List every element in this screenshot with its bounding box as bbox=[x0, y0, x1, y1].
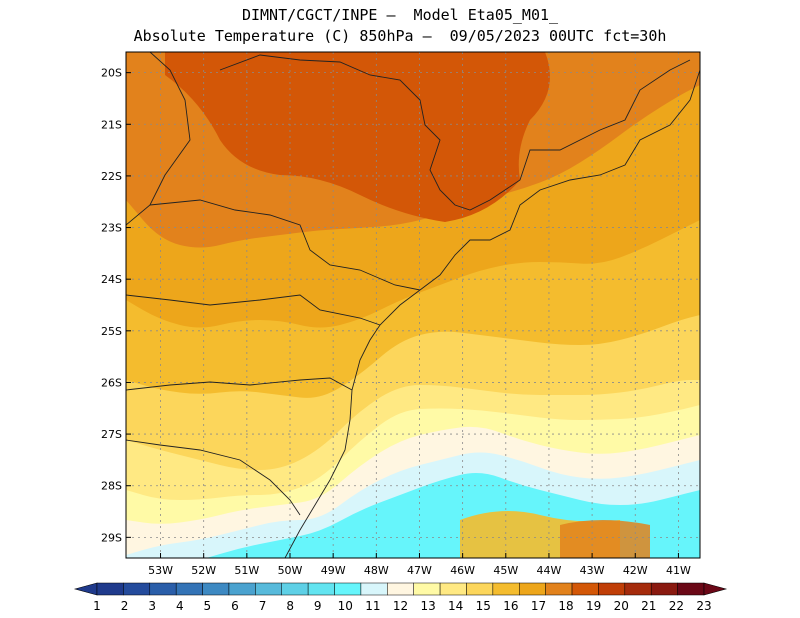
lon-tick-label: 46W bbox=[450, 564, 475, 577]
colorbar-cell bbox=[307, 582, 335, 596]
colorbar-cell bbox=[281, 582, 309, 596]
colorbar-cell bbox=[492, 582, 520, 596]
axis-ticks: 20S 21S 22S 23S 24S 25S 26S 27S 28S 29S 53W 52W 51W 5… bbox=[101, 67, 691, 577]
lon-tick-label: 43W bbox=[580, 564, 605, 577]
lat-tick-label: 27S bbox=[101, 428, 122, 441]
lon-tick-label: 41W bbox=[666, 564, 691, 577]
colorbar-label: 3 bbox=[148, 599, 156, 613]
colorbar-cell bbox=[519, 582, 546, 596]
colorbar-label: 19 bbox=[586, 599, 601, 613]
colorbar-label: 8 bbox=[286, 599, 294, 613]
colorbar-label: 15 bbox=[476, 599, 491, 613]
lat-tick-label: 26S bbox=[101, 376, 122, 389]
colorbar-cell bbox=[466, 582, 494, 596]
colorbar-cell bbox=[123, 582, 151, 596]
colorbar-label: 21 bbox=[641, 599, 656, 613]
colorbar-label: 14 bbox=[448, 599, 463, 613]
colorbar-cell bbox=[255, 582, 282, 596]
lat-tick-label: 28S bbox=[101, 480, 122, 493]
colorbar-cell bbox=[149, 582, 177, 596]
colorbar-label: 11 bbox=[365, 599, 380, 613]
colorbar-label: 23 bbox=[696, 599, 711, 613]
colorbar-cell bbox=[387, 582, 414, 596]
colorbar-label: 4 bbox=[176, 599, 184, 613]
warm-ocean-core bbox=[560, 520, 650, 558]
colorbar-arrow-left bbox=[73, 582, 98, 596]
border-line bbox=[149, 199, 421, 291]
colorbar-cell bbox=[439, 582, 467, 596]
lon-tick-label: 49W bbox=[321, 564, 346, 577]
lon-tick-label: 51W bbox=[234, 564, 259, 577]
lat-tick-label: 24S bbox=[101, 273, 122, 286]
colorbar-label: 6 bbox=[231, 599, 239, 613]
colorbar-label: 20 bbox=[614, 599, 629, 613]
coastline-borders bbox=[126, 52, 700, 558]
colorbar-cell bbox=[413, 582, 441, 596]
colorbar-cell bbox=[360, 582, 388, 596]
lon-tick-label: 45W bbox=[493, 564, 518, 577]
title-line-2: Absolute Temperature (C) 850hPa – 09/05/… bbox=[133, 27, 667, 45]
colorbar-cell bbox=[624, 582, 652, 596]
lon-tick-label: 44W bbox=[537, 564, 562, 577]
colorbar-label: 17 bbox=[531, 599, 546, 613]
border-line bbox=[219, 54, 691, 211]
colorbar-label: 9 bbox=[314, 599, 322, 613]
lat-tick-label: 22S bbox=[101, 170, 122, 183]
lon-tick-label: 53W bbox=[148, 564, 173, 577]
plot-frame bbox=[125, 51, 701, 559]
colorbar-cell bbox=[334, 582, 362, 596]
colorbar-label: 2 bbox=[121, 599, 129, 613]
colorbar-cell bbox=[677, 582, 705, 596]
colorbar-cell bbox=[571, 582, 599, 596]
colorbar-cell bbox=[96, 582, 124, 596]
colorbar-label: 16 bbox=[503, 599, 518, 613]
border-line bbox=[126, 294, 381, 326]
lat-tick-label: 23S bbox=[101, 222, 122, 235]
colorbar-label: 1 bbox=[93, 599, 101, 613]
colorbar-cell bbox=[228, 582, 256, 596]
colorbar-cell bbox=[650, 582, 678, 596]
colorbar-label: 10 bbox=[338, 599, 353, 613]
lat-tick-label: 20S bbox=[101, 67, 122, 80]
border-line bbox=[126, 377, 353, 391]
lat-tick-label: 25S bbox=[101, 325, 122, 338]
border-line bbox=[284, 69, 700, 558]
colorbar-cell bbox=[202, 582, 230, 596]
temperature-field bbox=[126, 52, 700, 558]
colorbar-label: 7 bbox=[259, 599, 267, 613]
colorbar-label: 18 bbox=[558, 599, 573, 613]
lat-tick-label: 21S bbox=[101, 118, 122, 131]
lat-tick-label: 29S bbox=[101, 531, 122, 544]
colorbar-label: 12 bbox=[393, 599, 408, 613]
lon-tick-label: 50W bbox=[278, 564, 303, 577]
colorbar-cell bbox=[598, 582, 626, 596]
colorbar-label: 22 bbox=[669, 599, 684, 613]
lon-tick-label: 47W bbox=[407, 564, 432, 577]
border-line bbox=[126, 439, 301, 516]
colorbar-cell bbox=[545, 582, 573, 596]
title-line-1: DIMNT/CGCT/INPE – Model Eta05_M01_ bbox=[241, 6, 559, 24]
colorbar-cell bbox=[175, 582, 203, 596]
grid-lines bbox=[126, 52, 700, 558]
colorbar-arrow-right bbox=[703, 582, 728, 596]
colorbar-label: 5 bbox=[204, 599, 212, 613]
lon-tick-label: 52W bbox=[191, 564, 216, 577]
colorbar: 1 2 3 4 5 6 7 8 9 10 11 12 13 14 15 16 17 18 19 20 21 22 23 bbox=[73, 582, 728, 613]
lon-tick-label: 42W bbox=[623, 564, 648, 577]
hot-core-region bbox=[165, 52, 550, 222]
colorbar-label: 13 bbox=[420, 599, 435, 613]
lon-tick-label: 48W bbox=[364, 564, 389, 577]
